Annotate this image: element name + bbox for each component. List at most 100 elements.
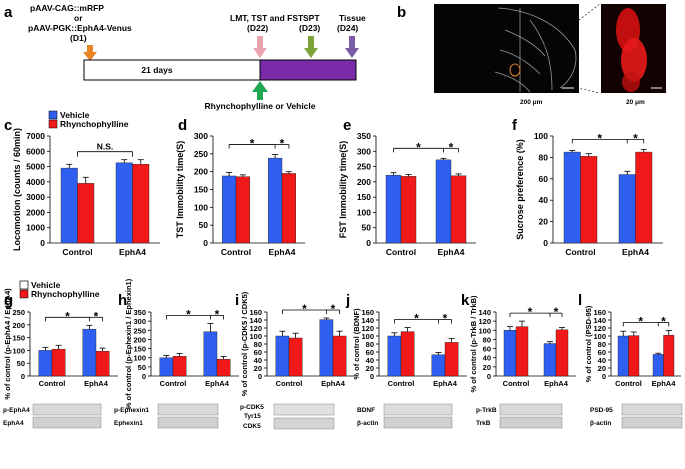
wb-label: Ephexin1 (114, 420, 143, 427)
y-tick-label: 300 (133, 317, 146, 326)
inject-label-3: pAAV-PGK::EphA4-Venus (28, 23, 132, 33)
panel-letter: f (512, 117, 518, 134)
y-tick-label: 250 (12, 308, 25, 317)
legend-label-rhyn: Rhynchophylline (60, 119, 129, 129)
bar-rhyn-0 (288, 337, 303, 377)
wb-label: p-EphA4 (3, 407, 30, 414)
y-tick-label: 350 (133, 308, 146, 317)
y-tick-label: 100 (194, 202, 208, 212)
sig-label: N.S. (97, 142, 114, 152)
y-tick-label: 150 (133, 345, 146, 354)
panel-letter: c (4, 117, 12, 134)
y-tick-label: 250 (194, 149, 208, 159)
y-tick-label: 50 (362, 223, 372, 233)
x-tick-label: Control (62, 247, 92, 257)
bar-vehicle-0 (503, 330, 517, 377)
wb-label: EphA4 (3, 420, 24, 427)
y-tick-label: 50 (199, 220, 209, 230)
y-tick-label: 4000 (26, 177, 45, 187)
bar-rhyn-1 (132, 164, 150, 244)
zoom-line-top (517, 3, 601, 67)
wb-strip (383, 416, 453, 429)
bar-rhyn-0 (628, 335, 640, 377)
chart-c: c 0 1000 2000 3000 4000 5000 6000 7000 Locomotion… (4, 117, 160, 257)
y-tick-label: 60 (366, 348, 374, 357)
sig-star: * (554, 305, 559, 319)
y-tick-label: 300 (357, 146, 371, 156)
y-tick-label: 100 (478, 326, 491, 335)
y-tick-label: 200 (12, 321, 25, 330)
wb-strip (383, 403, 453, 416)
y-tick-label: 1000 (26, 223, 45, 233)
wb-label: p-CDK5 (240, 404, 264, 411)
y-tick-label: 100 (249, 332, 262, 341)
panel-b-letter: b (397, 4, 406, 21)
x-tick-label: Control (388, 379, 415, 388)
bar-vehicle-0 (563, 151, 581, 244)
wb-strip (157, 416, 219, 429)
y-tick-label: 100 (357, 207, 371, 217)
timeline-purple-bar (259, 59, 357, 81)
x-tick-label: EphA4 (321, 379, 346, 388)
panel-letter: l (578, 292, 582, 309)
tissue-label-2: (D24) (337, 23, 358, 33)
bar-rhyn-1 (281, 173, 297, 244)
y-tick-label: 120 (249, 324, 262, 333)
bar-rhyn-0 (400, 176, 417, 244)
y-tick-label: 0 (40, 238, 45, 248)
legend-swatch-vehicle-bottom (19, 280, 29, 290)
sig-star: * (414, 312, 419, 326)
x-tick-label: Control (221, 247, 251, 257)
y-tick-label: 20 (366, 364, 374, 373)
y-tick-label: 0 (487, 372, 491, 381)
y-tick-label: 0 (203, 238, 208, 248)
wb-strip (157, 403, 219, 416)
y-axis-label: % of control (p-TrkB / TrkB) (469, 295, 478, 393)
bar-rhyn-0 (235, 176, 251, 244)
wb-l: PSD-95 β-actin (590, 403, 683, 429)
y-axis-label: FST Immobility time(S) (338, 141, 348, 239)
bar-vehicle-1 (431, 354, 446, 377)
inject-label-2: or (74, 13, 83, 23)
y-tick-label: 3000 (26, 192, 45, 202)
y-tick-label: 160 (249, 308, 262, 317)
y-tick-label: 0 (543, 238, 548, 248)
bar-vehicle-1 (319, 319, 334, 377)
bar-vehicle-0 (275, 335, 290, 377)
x-tick-label: Control (503, 379, 530, 388)
panel-a-letter: a (4, 4, 13, 21)
panel-letter: k (461, 292, 470, 309)
legend-top: Vehicle Rhynchophylline (48, 110, 129, 129)
y-tick-label: 120 (593, 324, 606, 333)
y-tick-label: 40 (254, 356, 262, 365)
sig-star: * (280, 137, 285, 151)
x-tick-label: EphA4 (119, 247, 146, 257)
sig-star: * (186, 308, 191, 322)
y-tick-label: 60 (483, 345, 491, 354)
x-tick-label: Control (565, 247, 595, 257)
chart-f: f 0 20 40 60 80 100 Sucrose preference (%) Contr… (512, 117, 663, 257)
y-axis-label: % of control (p-EphA4 / EphA4) (3, 288, 12, 400)
y-tick-label: 80 (366, 340, 374, 349)
brain-atlas-outline (494, 7, 577, 93)
bar-rhyn-0 (580, 156, 598, 244)
y-tick-label: 20 (254, 364, 262, 373)
y-axis-label: % of control (p-Ephexin1 / Ephexin1) (124, 278, 133, 409)
x-tick-label: EphA4 (544, 379, 569, 388)
y-tick-label: 7000 (26, 131, 45, 141)
y-tick-label: 100 (361, 332, 374, 341)
bar-vehicle-1 (652, 354, 664, 377)
y-tick-label: 50 (138, 363, 146, 372)
y-tick-label: 150 (357, 192, 371, 202)
bar-vehicle-0 (617, 335, 629, 377)
zoom-line-bottom (517, 74, 601, 94)
y-tick-label: 200 (194, 167, 208, 177)
y-tick-label: 100 (133, 354, 146, 363)
wb-strip (621, 416, 683, 429)
y-tick-label: 140 (361, 316, 374, 325)
bar-vehicle-0 (387, 335, 402, 377)
bar-rhyn-0 (77, 183, 95, 244)
x-tick-label: EphA4 (84, 379, 109, 388)
sig-star: * (443, 312, 448, 326)
